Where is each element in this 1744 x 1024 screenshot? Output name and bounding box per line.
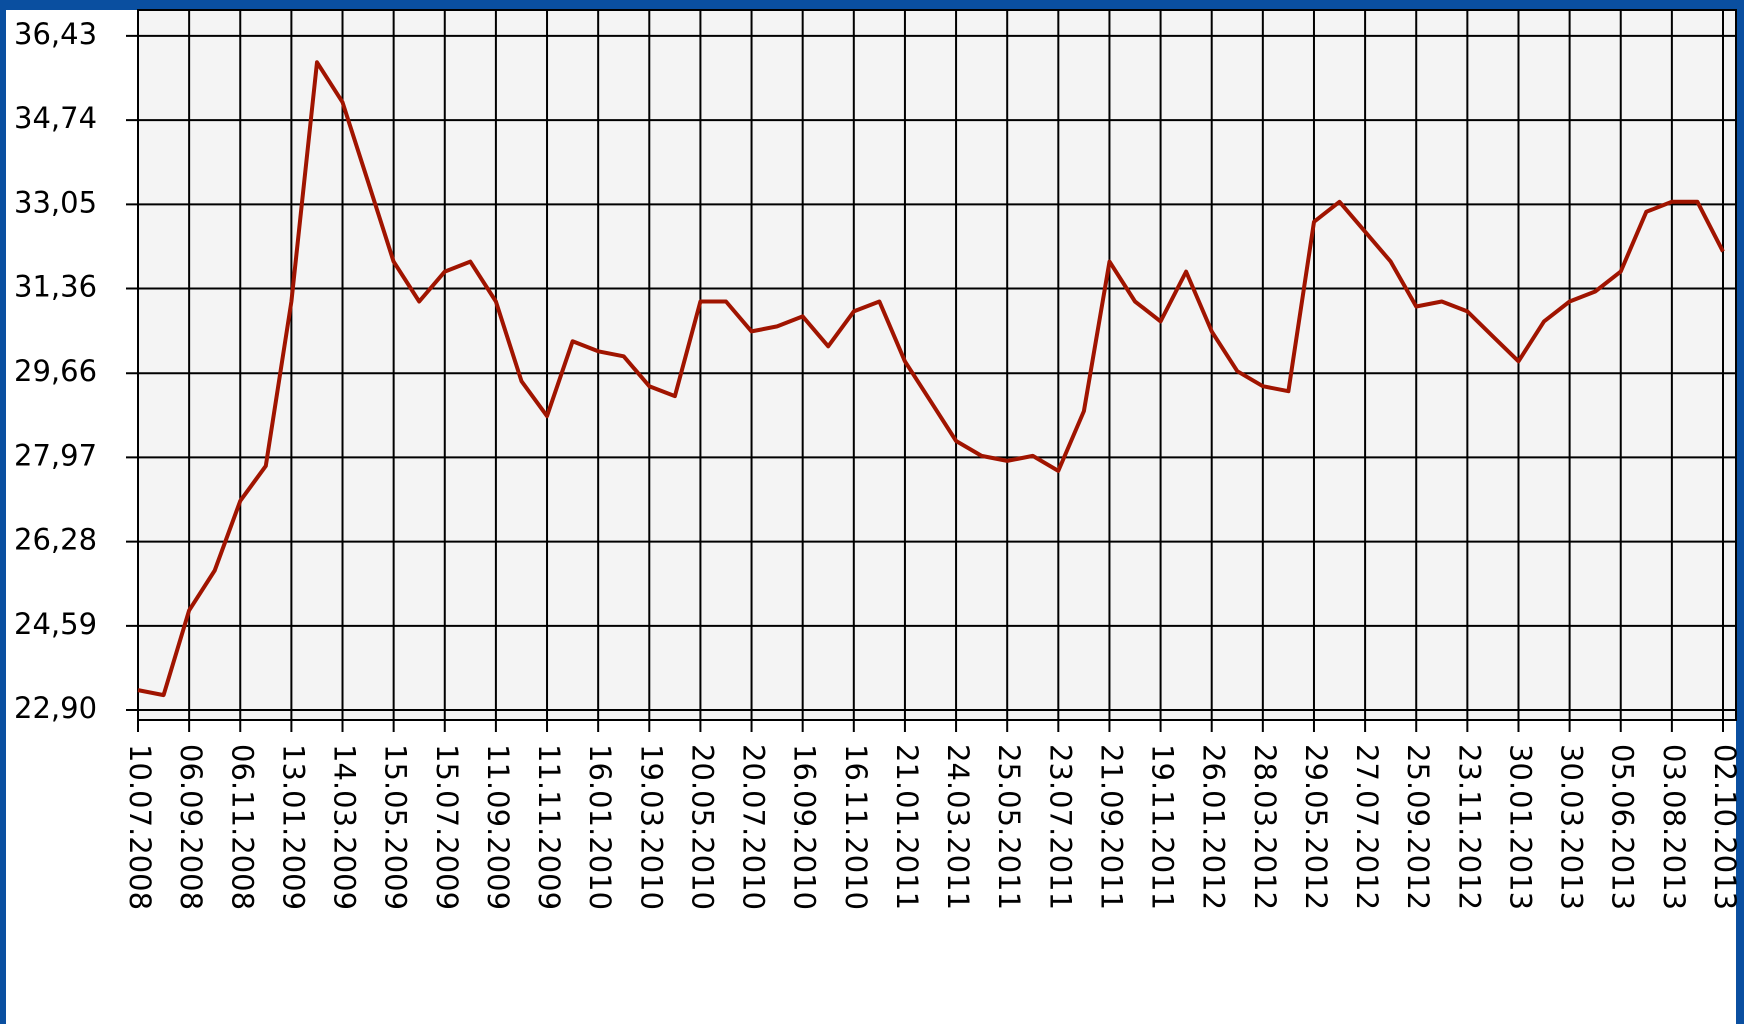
x-tick-label: 10.07.2008: [123, 744, 157, 910]
y-tick-label: 31,36: [14, 270, 97, 304]
x-tick-label: 20.05.2010: [685, 744, 719, 910]
x-tick-label: 28.03.2012: [1248, 744, 1282, 910]
x-tick-label: 24.03.2011: [941, 744, 975, 910]
x-tick-label: 16.11.2010: [839, 744, 873, 910]
x-tick-label: 15.05.2009: [379, 744, 413, 910]
x-tick-label: 02.10.2013: [1708, 744, 1742, 910]
x-tick-label: 06.11.2008: [225, 744, 259, 910]
x-tick-label: 27.07.2012: [1350, 744, 1384, 910]
x-tick-label: 30.01.2013: [1503, 744, 1537, 910]
x-tick-label: 16.09.2010: [788, 744, 822, 910]
right-frame: [1736, 0, 1744, 1024]
y-tick-label: 26,28: [14, 523, 97, 557]
plot-area: [137, 9, 1737, 721]
x-tick-label: 30.03.2013: [1555, 744, 1589, 910]
x-tick-label: 29.05.2012: [1299, 744, 1333, 910]
x-tick-label: 25.05.2011: [992, 744, 1026, 910]
x-tick-label: 21.01.2011: [890, 744, 924, 910]
x-tick-label: 13.01.2009: [276, 744, 310, 910]
x-tick-label: 26.01.2012: [1197, 744, 1231, 910]
x-tick-label: 03.08.2013: [1657, 744, 1691, 910]
x-tick-label: 16.01.2010: [583, 744, 617, 910]
x-tick-label: 15.07.2009: [430, 744, 464, 910]
x-tick-label: 23.07.2011: [1043, 744, 1077, 910]
y-tick-label: 33,05: [14, 185, 97, 219]
line-series: [137, 60, 1725, 698]
x-tick-label: 21.09.2011: [1094, 744, 1128, 910]
x-tick-label: 05.06.2013: [1606, 744, 1640, 910]
y-tick-label: 24,59: [14, 607, 97, 641]
y-tick-label: 36,43: [14, 17, 97, 51]
x-tick-label: 14.03.2009: [328, 744, 362, 910]
y-tick-label: 29,66: [14, 354, 97, 388]
y-tick-label: 34,74: [14, 101, 97, 135]
y-tick-label: 22,90: [14, 691, 97, 725]
x-tick-label: 20.07.2010: [737, 744, 771, 910]
x-tick-label: 23.11.2012: [1452, 744, 1486, 910]
x-tick-label: 19.03.2010: [634, 744, 668, 910]
x-tick-label: 19.11.2011: [1146, 744, 1180, 910]
x-tick-label: 06.09.2008: [174, 744, 208, 910]
left-frame: [0, 0, 6, 1024]
x-tick-label: 25.09.2012: [1401, 744, 1435, 910]
y-tick-label: 27,97: [14, 438, 97, 472]
x-tick-label: 11.11.2009: [532, 744, 566, 910]
x-tick-label: 11.09.2009: [481, 744, 515, 910]
top-frame: [0, 0, 1744, 10]
